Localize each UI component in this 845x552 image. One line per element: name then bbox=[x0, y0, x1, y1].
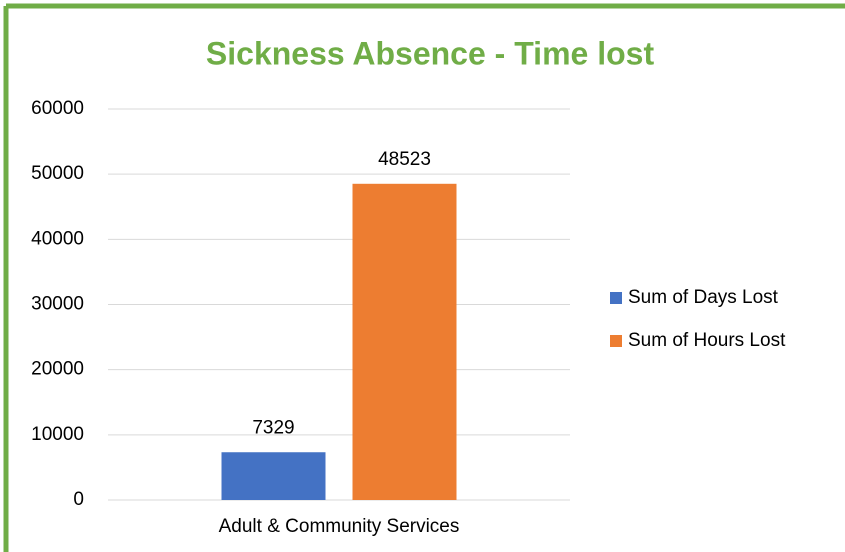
y-tick-label: 60000 bbox=[31, 98, 84, 119]
bar bbox=[221, 452, 326, 500]
x-tick-label: Adult & Community Services bbox=[219, 516, 460, 537]
bar bbox=[352, 183, 457, 500]
legend-label: Sum of Days Lost bbox=[628, 287, 779, 308]
data-label: 48523 bbox=[378, 149, 431, 170]
legend-label: Sum of Hours Lost bbox=[628, 330, 786, 351]
data-label: 7329 bbox=[252, 417, 294, 438]
y-tick-label: 20000 bbox=[31, 359, 84, 380]
legend-swatch bbox=[610, 292, 622, 304]
y-tick-label: 50000 bbox=[31, 163, 84, 184]
y-tick-label: 30000 bbox=[31, 294, 84, 315]
y-tick-label: 10000 bbox=[31, 424, 84, 445]
y-tick-label: 0 bbox=[73, 489, 84, 510]
chart-title: Sickness Absence - Time lost bbox=[206, 35, 655, 71]
legend-swatch bbox=[610, 335, 622, 347]
y-tick-label: 40000 bbox=[31, 228, 84, 249]
